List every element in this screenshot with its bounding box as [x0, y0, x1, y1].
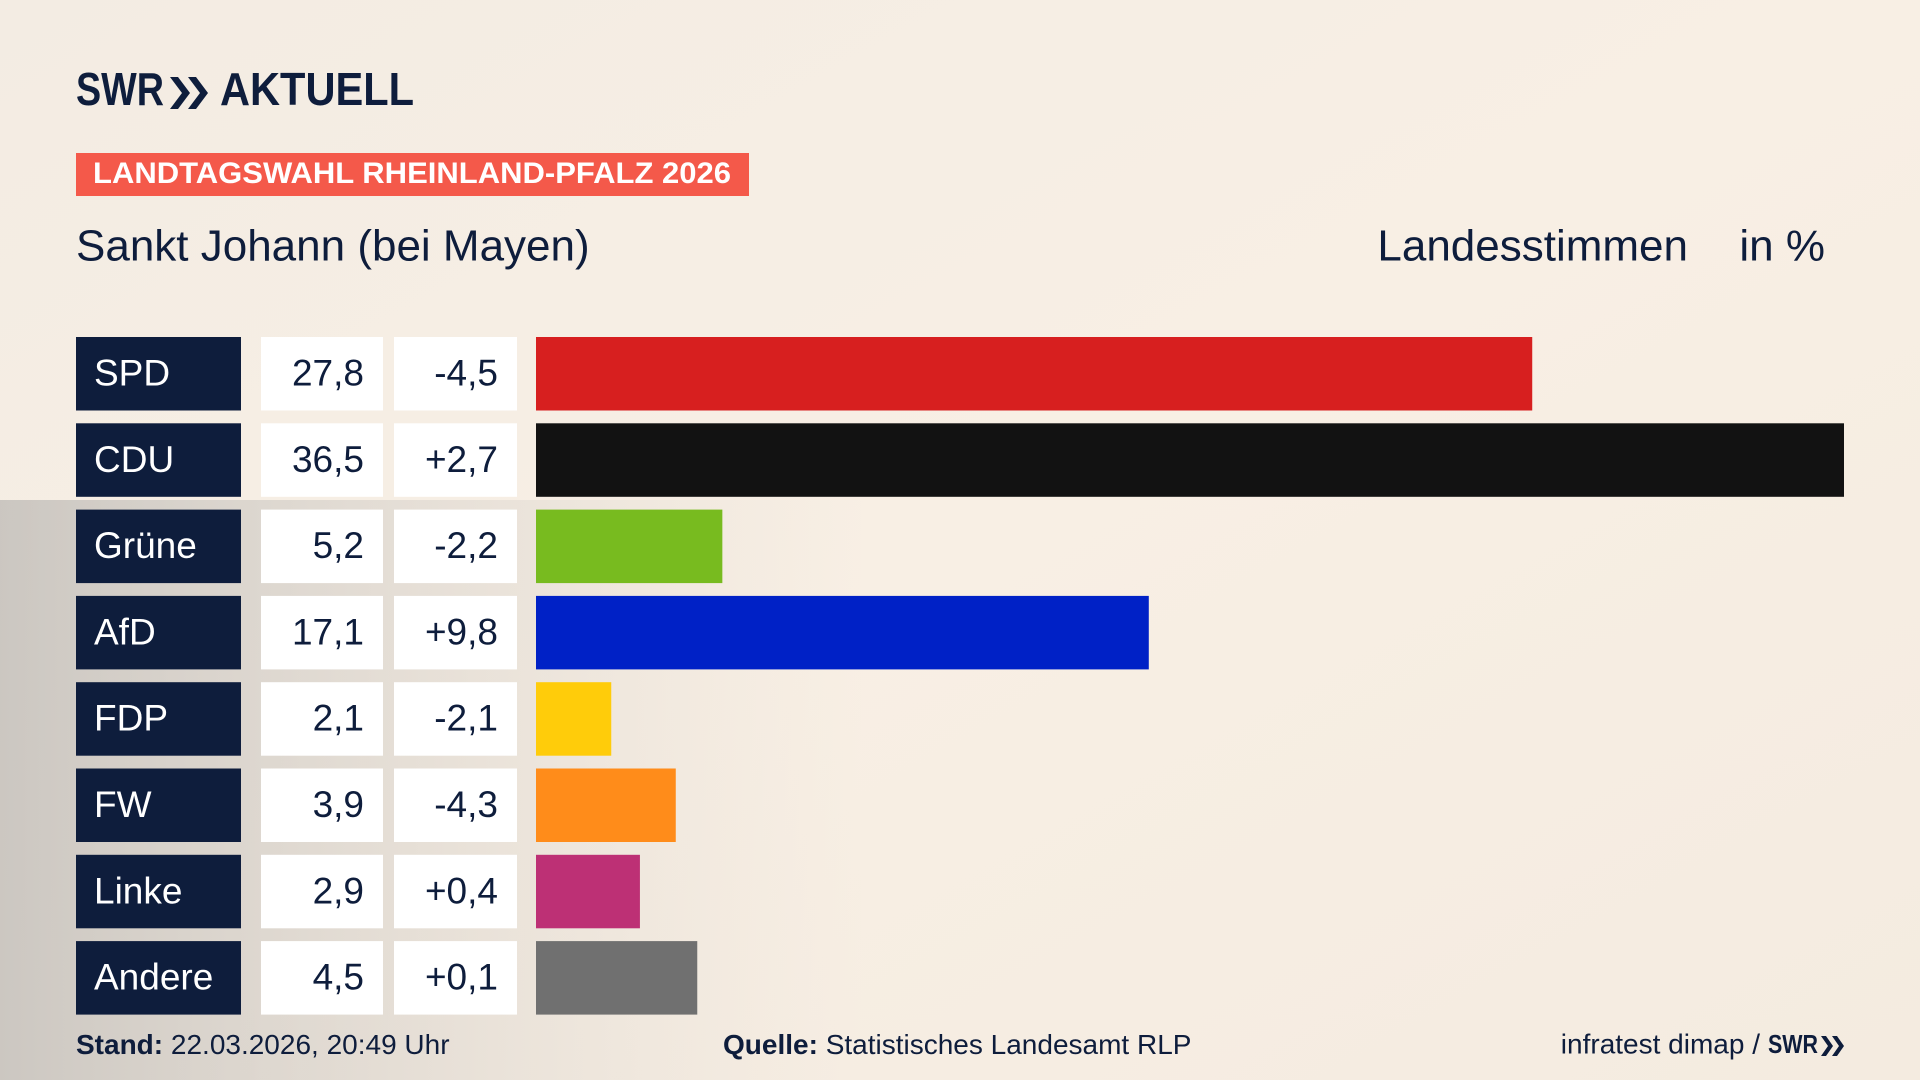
change-box: [394, 768, 517, 842]
value-box: [261, 337, 383, 411]
change-label: +0,4: [425, 870, 498, 911]
brand-chevrons: [170, 77, 208, 109]
value-box: [261, 941, 383, 1015]
bar: [536, 423, 1844, 497]
party-label: SPD: [94, 353, 170, 394]
party-box: [76, 337, 241, 411]
value-box: [261, 595, 383, 670]
change-label: +0,1: [425, 957, 498, 998]
party-box: [76, 423, 241, 497]
date: 22.03.2026, 20:49 Uhr: [171, 1029, 450, 1060]
party-label: AfD: [94, 611, 156, 652]
change-label: -2,2: [434, 525, 498, 566]
party-label: Andere: [94, 957, 213, 998]
chart-title: Sankt Johann (bei Mayen): [76, 222, 590, 271]
value-label: 27,8: [292, 353, 364, 394]
bar: [536, 941, 698, 1015]
party-box: [76, 768, 241, 842]
value-label: 5,2: [313, 525, 364, 566]
bar: [536, 595, 1149, 670]
party-box: [76, 682, 241, 756]
change-label: -4,5: [434, 353, 498, 394]
value-box: [261, 423, 383, 497]
footer-source: Quelle: Statistisches Landesamt RLP: [723, 1029, 1191, 1060]
change-label: +2,7: [425, 439, 498, 480]
banner: LANDTAGSWAHL RHEINLAND-PFALZ 2026: [93, 157, 731, 190]
value-box: [261, 509, 383, 584]
party-box: [76, 941, 241, 1015]
footer-date: Stand: 22.03.2026, 20:49 Uhr: [76, 1029, 450, 1060]
value-label: 3,9: [313, 784, 364, 825]
value-label: 36,5: [292, 439, 364, 480]
value-box: [261, 854, 383, 929]
value-label: 4,5: [313, 957, 364, 998]
banner-box: [76, 153, 749, 196]
bar: [536, 509, 723, 584]
party-label: Grüne: [94, 525, 197, 566]
bar: [536, 768, 676, 842]
change-box: [394, 682, 517, 756]
value-label: 2,1: [313, 698, 364, 739]
party-label: FW: [94, 784, 152, 825]
value-label: 2,9: [313, 870, 364, 911]
unit: in %: [1739, 222, 1825, 271]
brand-product: AKTUELL: [220, 63, 414, 115]
source-label: Quelle:: [723, 1029, 818, 1060]
party-box: [76, 509, 241, 584]
change-box: [394, 941, 517, 1015]
credit-chevrons: [1821, 1036, 1844, 1056]
bar: [536, 854, 640, 929]
value-box: [261, 768, 383, 842]
change-label: -2,1: [434, 698, 498, 739]
date-label: Stand:: [76, 1029, 163, 1060]
change-box: [394, 509, 517, 584]
party-label: CDU: [94, 439, 174, 480]
change-box: [394, 337, 517, 411]
party-label: Linke: [94, 870, 182, 911]
brand-name: SWR: [76, 63, 164, 115]
source: Statistisches Landesamt RLP: [826, 1029, 1192, 1060]
party-box: [76, 595, 241, 670]
party-label: FDP: [94, 698, 168, 739]
party-box: [76, 854, 241, 929]
bar: [536, 337, 1533, 411]
credit-brand: SWR: [1768, 1029, 1818, 1059]
value-label: 17,1: [292, 611, 364, 652]
bar: [536, 682, 612, 756]
value-header: Landesstimmen: [1377, 222, 1688, 271]
change-box: [394, 423, 517, 497]
credit: infratest dimap /: [1561, 1028, 1760, 1059]
change-label: -4,3: [434, 784, 498, 825]
value-box: [261, 682, 383, 756]
change-label: +9,8: [425, 611, 498, 652]
change-box: [394, 595, 517, 670]
change-box: [394, 854, 517, 929]
